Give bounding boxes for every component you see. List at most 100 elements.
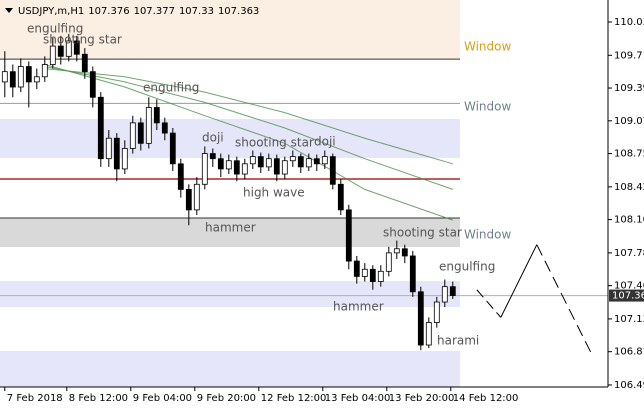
window-label: Window: [464, 100, 512, 114]
candle-body: [217, 158, 224, 170]
y-tick-label: 109.390: [614, 83, 644, 94]
candle-body: [105, 137, 112, 160]
y-tick-label: 106.815: [614, 347, 644, 358]
candle-body: [337, 183, 344, 211]
candle-body: [97, 96, 104, 160]
candle-body: [25, 66, 32, 83]
pattern-label: hammer: [205, 221, 256, 235]
x-tick-label: 13 Feb 04:00: [325, 393, 391, 404]
candle-body: [361, 268, 368, 277]
candle-body: [433, 301, 440, 323]
candle-body: [121, 148, 128, 170]
candle-body: [57, 45, 64, 57]
forecast-line: [536, 244, 594, 357]
candle-body: [249, 156, 256, 165]
pattern-label: engulfing: [143, 81, 199, 95]
price-tag: [609, 289, 644, 302]
candle-body: [233, 160, 240, 175]
header-low: 107.33: [179, 6, 214, 17]
x-tick-label: 12 Feb 12:00: [261, 393, 327, 404]
header-symbol: USDJPY,m,H1: [18, 6, 84, 17]
candle-body: [145, 107, 152, 144]
pattern-label: doji: [314, 135, 336, 149]
candle-body: [449, 286, 456, 296]
candle-body: [129, 122, 136, 149]
zone: [0, 350, 460, 387]
candle-body: [441, 286, 448, 303]
candle-body: [257, 156, 264, 168]
y-tick-label: 108.105: [614, 215, 644, 226]
price-tag-label: 107.363: [612, 291, 644, 302]
candle-body: [289, 156, 296, 162]
candle-body: [321, 156, 328, 165]
candle-body: [369, 268, 376, 282]
y-tick-label: 108.750: [614, 149, 644, 160]
forecast-line: [500, 244, 538, 318]
y-tick-label: 109.070: [614, 116, 644, 127]
y-tick-label: 109.710: [614, 50, 644, 61]
candle-body: [417, 291, 424, 346]
x-tick-label: 9 Feb 20:00: [197, 393, 256, 404]
x-tick-label: 7 Feb 2018: [7, 393, 63, 404]
window-label: Window: [464, 228, 512, 242]
candle-body: [345, 209, 352, 262]
x-tick-label: 9 Feb 04:00: [133, 393, 192, 404]
chart-header: USDJPY,m,H1 107.376 107.377 107.33 107.363: [18, 6, 259, 17]
y-tick-label: 110.035: [614, 17, 644, 28]
pattern-label: high wave: [243, 186, 305, 200]
candle-body: [161, 122, 168, 134]
moving-average: [44, 66, 453, 190]
candle-body: [265, 158, 272, 168]
moving-average: [44, 64, 453, 221]
pattern-label: shooting star: [383, 226, 462, 240]
candle-body: [209, 153, 216, 160]
candle-body: [169, 132, 176, 165]
y-tick-label: 108.425: [614, 182, 644, 193]
candle-body: [73, 40, 80, 55]
candle-body: [305, 158, 312, 168]
candle-body: [1, 71, 8, 83]
candle-body: [353, 260, 360, 277]
header-close: 107.363: [218, 6, 259, 17]
zone: [0, 217, 460, 248]
candle-body: [377, 270, 384, 282]
candle-body: [9, 71, 16, 88]
candle-body: [137, 122, 144, 144]
candle-body: [241, 163, 248, 175]
header-open: 107.376: [88, 6, 129, 17]
zone: [0, 118, 460, 158]
candle-body: [41, 64, 48, 78]
candle-body: [425, 322, 432, 346]
moving-average: [44, 68, 453, 165]
pattern-label: doji: [202, 131, 224, 145]
candle-body: [153, 107, 160, 124]
candle-body: [297, 156, 304, 168]
x-tick-label: 13 Feb 20:00: [389, 393, 455, 404]
candle-body: [193, 183, 200, 211]
candle-body: [273, 158, 280, 175]
header-arrow: [5, 8, 13, 13]
y-tick-label: 107.460: [614, 281, 644, 292]
pattern-label: harami: [437, 334, 479, 348]
x-tick-label: 14 Feb 12:00: [453, 393, 519, 404]
zone: [0, 281, 460, 308]
window-label: Window: [464, 40, 512, 54]
candle-body: [65, 40, 72, 57]
candle-body: [33, 76, 40, 83]
y-tick-label: 107.780: [614, 248, 644, 259]
candle-body: [281, 160, 288, 175]
candle-body: [17, 66, 24, 88]
candle-body: [177, 163, 184, 190]
candle-body: [89, 71, 96, 98]
candle-body: [393, 248, 400, 254]
candle-body: [313, 158, 320, 165]
candle-body: [329, 156, 336, 185]
pattern-label: shooting star: [235, 136, 314, 150]
pattern-label: engulfing: [27, 22, 83, 36]
candle-body: [225, 160, 232, 170]
x-tick-label: 8 Feb 12:00: [69, 393, 128, 404]
candle-body: [49, 45, 56, 65]
candle-body: [385, 252, 392, 272]
header-high: 107.377: [134, 6, 175, 17]
